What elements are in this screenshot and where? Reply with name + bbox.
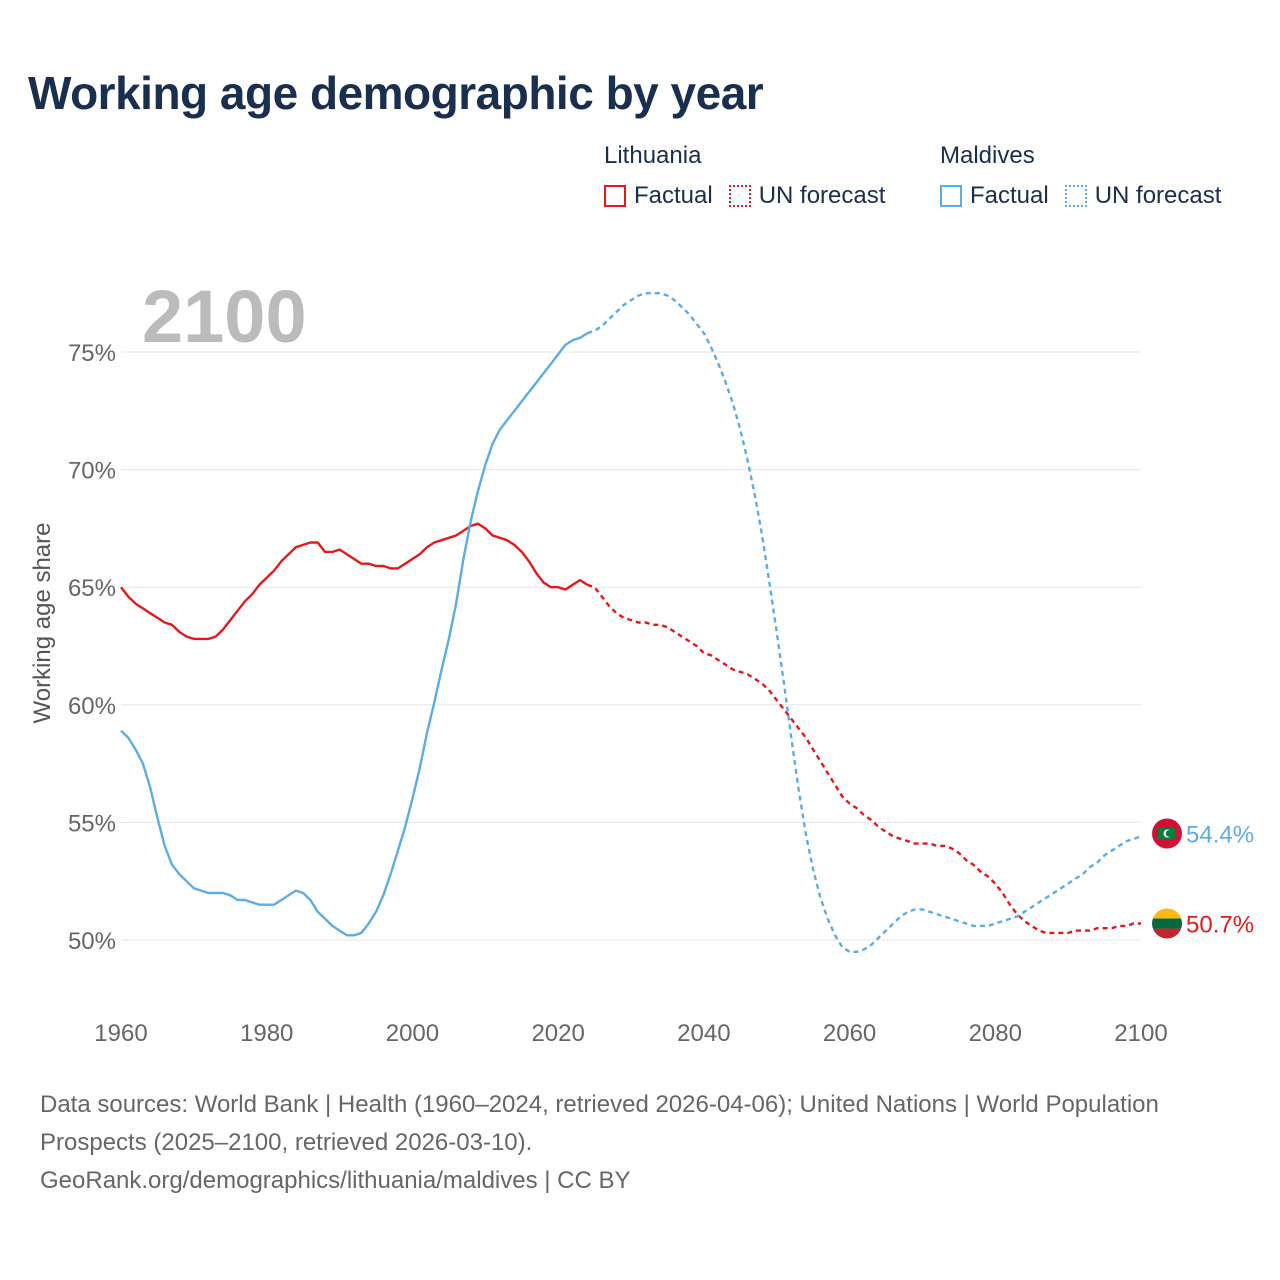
end-value-label-lithuania: 50.7% [1186, 912, 1254, 939]
legend-group-name: Lithuania [604, 142, 702, 169]
x-tick-label: 2040 [677, 1020, 730, 1047]
y-tick-label: 60% [68, 693, 116, 720]
y-tick-label: 50% [68, 928, 116, 955]
series-line-lithuania-forecast[interactable] [586, 583, 1141, 935]
legend-lithuania: Lithuania Factual UN forecast [604, 142, 901, 210]
legend-dotted-swatch [1064, 185, 1087, 207]
x-tick-label: 1960 [94, 1020, 147, 1047]
end-value-label-maldives: 54.4% [1186, 822, 1254, 849]
legend-group-name: Maldives [940, 142, 1035, 169]
footer-sources: Data sources: World Bank | Health (1960–… [40, 1091, 1159, 1156]
legend-label: Factual [970, 182, 1049, 209]
y-tick-label: 55% [68, 810, 116, 837]
year-watermark: 2100 [142, 275, 307, 358]
legend-maldives: Maldives Factual UN forecast [940, 142, 1237, 210]
legend-solid-swatch [940, 185, 962, 207]
x-tick-label: 2060 [823, 1020, 876, 1047]
x-tick-label: 2100 [1114, 1020, 1167, 1047]
x-tick-label: 2080 [969, 1020, 1022, 1047]
y-tick-label: 70% [68, 458, 116, 485]
series-line-lithuania-factual[interactable] [120, 522, 588, 641]
legend-lithuania-factual[interactable]: Factual [604, 182, 713, 210]
x-tick-label: 2020 [531, 1020, 584, 1047]
legend-maldives-factual[interactable]: Factual [940, 182, 1049, 210]
legend-dotted-swatch [728, 185, 751, 207]
footer-url[interactable]: GeoRank.org/demographics/lithuania/maldi… [40, 1167, 631, 1194]
footer: Data sources: World Bank | Health (1960–… [40, 1086, 1220, 1200]
legend-lithuania-forecast[interactable]: UN forecast [728, 182, 886, 210]
legend-label: UN forecast [1094, 182, 1222, 209]
legend-label: UN forecast [758, 182, 886, 209]
maldives-flag-icon [1152, 818, 1182, 849]
legend-label: Factual [634, 182, 713, 209]
y-tick-label: 75% [68, 340, 116, 367]
legend-solid-swatch [604, 185, 626, 207]
series-line-maldives-factual[interactable] [120, 332, 588, 937]
y-tick-label: 65% [68, 575, 116, 602]
lithuania-flag-icon [1152, 908, 1182, 939]
x-tick-label: 2000 [386, 1020, 439, 1047]
legend-maldives-forecast[interactable]: UN forecast [1064, 182, 1222, 210]
series-line-maldives-forecast[interactable] [586, 292, 1142, 953]
x-tick-label: 1980 [240, 1020, 293, 1047]
y-axis-label: Working age share [29, 523, 56, 724]
chart-title: Working age demographic by year [28, 67, 764, 119]
